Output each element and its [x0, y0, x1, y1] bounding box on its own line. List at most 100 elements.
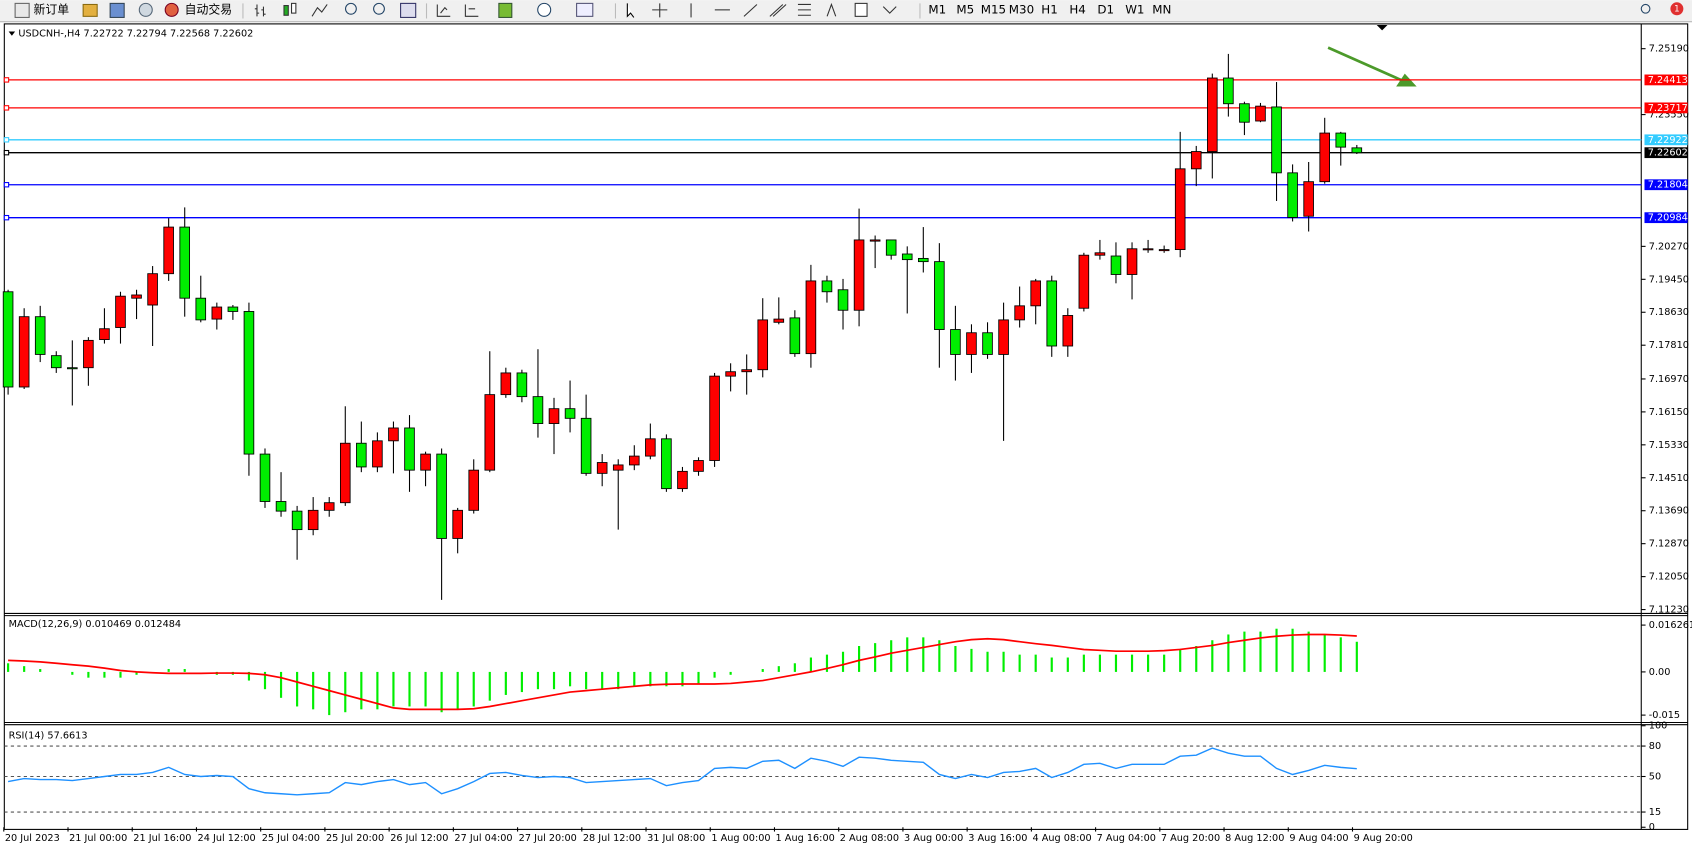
timeframe-button[interactable]: D1: [1097, 2, 1114, 16]
timeframe-button[interactable]: M15: [981, 2, 1006, 16]
trendline-icon[interactable]: [743, 4, 758, 17]
y-tick-label: 7.14510: [1649, 473, 1689, 484]
candle-body: [869, 239, 881, 242]
y-tick-label: 7.18630: [1649, 307, 1689, 318]
crosshair-icon[interactable]: [652, 3, 668, 18]
timeframe-button[interactable]: H1: [1041, 2, 1057, 16]
candle-body: [789, 317, 801, 355]
x-tick-label: 3 Aug 00:00: [904, 833, 963, 844]
search-icon[interactable]: [1640, 3, 1651, 14]
y-tick-label: 0.016261: [1649, 620, 1692, 631]
candle-body: [147, 273, 158, 306]
x-tick-label: 7 Aug 04:00: [1097, 833, 1156, 844]
rsi-line: [7, 747, 1357, 796]
level-handle: [3, 214, 10, 221]
candle-body: [259, 453, 271, 502]
candle-body: [1255, 105, 1266, 122]
candle-body: [404, 427, 415, 471]
channel-icon[interactable]: [769, 4, 787, 17]
toolbar-bg: [0, 0, 1692, 22]
level-label-bg: [1644, 102, 1688, 114]
candle-body: [323, 502, 335, 511]
candle-body: [307, 509, 319, 531]
candle-chart-icon[interactable]: [283, 5, 289, 16]
x-tick-label: 31 Jul 08:00: [647, 833, 705, 844]
tool-icon[interactable]: [82, 3, 98, 17]
x-tick-label: 26 Jul 12:00: [390, 833, 448, 844]
bar-chart-icon[interactable]: [254, 4, 266, 17]
zoom-out-icon[interactable]: [373, 2, 385, 15]
y-tick-label: 7.12870: [1649, 539, 1689, 550]
candle-body: [500, 372, 512, 396]
timeframe-button[interactable]: W1: [1125, 2, 1144, 16]
level-label-bg: [1644, 147, 1688, 159]
text-icon[interactable]: [826, 2, 837, 17]
templates-icon[interactable]: [576, 2, 594, 17]
auto-trading-icon[interactable]: [164, 2, 179, 17]
y-tick-label: 7.15330: [1649, 440, 1689, 451]
candle-body: [1351, 147, 1363, 154]
candle-body: [468, 469, 480, 511]
auto-trading-button[interactable]: 自动交易: [185, 2, 232, 16]
candle-body: [50, 355, 62, 369]
candle-body: [1078, 254, 1090, 309]
candle-body: [83, 339, 94, 369]
periods-icon[interactable]: [537, 2, 552, 17]
tool-icon[interactable]: [109, 2, 125, 18]
alert-badge[interactable]: [1670, 2, 1684, 16]
y-tick-label: 80: [1649, 741, 1661, 752]
candle-body: [131, 294, 142, 299]
candle-body: [1174, 168, 1186, 251]
tool-icon[interactable]: [138, 2, 153, 17]
candle-body: [275, 501, 287, 512]
y-tick-label: 100: [1649, 721, 1668, 732]
candle-body: [436, 453, 447, 539]
candle-body: [709, 375, 720, 461]
x-tick-label: 9 Aug 04:00: [1289, 833, 1348, 844]
candle-body: [372, 440, 383, 468]
timeframe-button[interactable]: MN: [1152, 2, 1171, 16]
cursor-icon[interactable]: [626, 3, 635, 18]
indicators-icon[interactable]: [498, 2, 513, 18]
zoom-in-icon[interactable]: [344, 2, 357, 15]
y-tick-label: -0.015: [1649, 710, 1680, 721]
new-order-button[interactable]: 新订单: [33, 2, 69, 16]
candle-body: [34, 316, 46, 355]
y-tick-label: 0.00: [1649, 667, 1671, 678]
candle-body: [243, 311, 255, 455]
candle-body: [291, 510, 303, 531]
timeframe-button[interactable]: H4: [1069, 2, 1085, 16]
symbol-menu-icon[interactable]: [8, 31, 16, 36]
arrows-icon[interactable]: [882, 6, 897, 14]
timeframe-button[interactable]: M30: [1009, 2, 1034, 16]
x-tick-label: 8 Aug 12:00: [1225, 833, 1284, 844]
timeframe-button[interactable]: M1: [928, 2, 946, 16]
candle-body: [805, 280, 817, 355]
candle-body: [741, 369, 752, 373]
candle-body: [115, 295, 126, 328]
candle-chart-icon[interactable]: [290, 2, 297, 14]
label-icon[interactable]: [854, 2, 868, 17]
autoscroll-icon[interactable]: [436, 4, 451, 17]
candle-body: [388, 427, 399, 442]
candle-body: [982, 332, 993, 355]
timeframe-button[interactable]: M5: [956, 2, 974, 16]
shift-icon[interactable]: [464, 4, 479, 17]
tile-icon[interactable]: [400, 2, 417, 18]
y-tick-label: 0: [1649, 822, 1655, 833]
candle-body: [901, 253, 913, 261]
y-tick-label: 7.13690: [1649, 506, 1689, 517]
new-order-icon[interactable]: [14, 2, 30, 18]
line-chart-icon[interactable]: [311, 4, 328, 17]
level-handle: [3, 149, 10, 156]
candle-body: [612, 464, 624, 471]
candle-body: [163, 226, 174, 275]
candle-body: [1030, 280, 1041, 307]
candle-body: [564, 408, 576, 419]
level-label-bg: [1644, 134, 1688, 146]
candle-body: [1158, 249, 1170, 252]
level-handle: [3, 77, 10, 83]
fibo-icon[interactable]: [797, 3, 811, 16]
y-tick-label: 7.20270: [1649, 241, 1689, 252]
